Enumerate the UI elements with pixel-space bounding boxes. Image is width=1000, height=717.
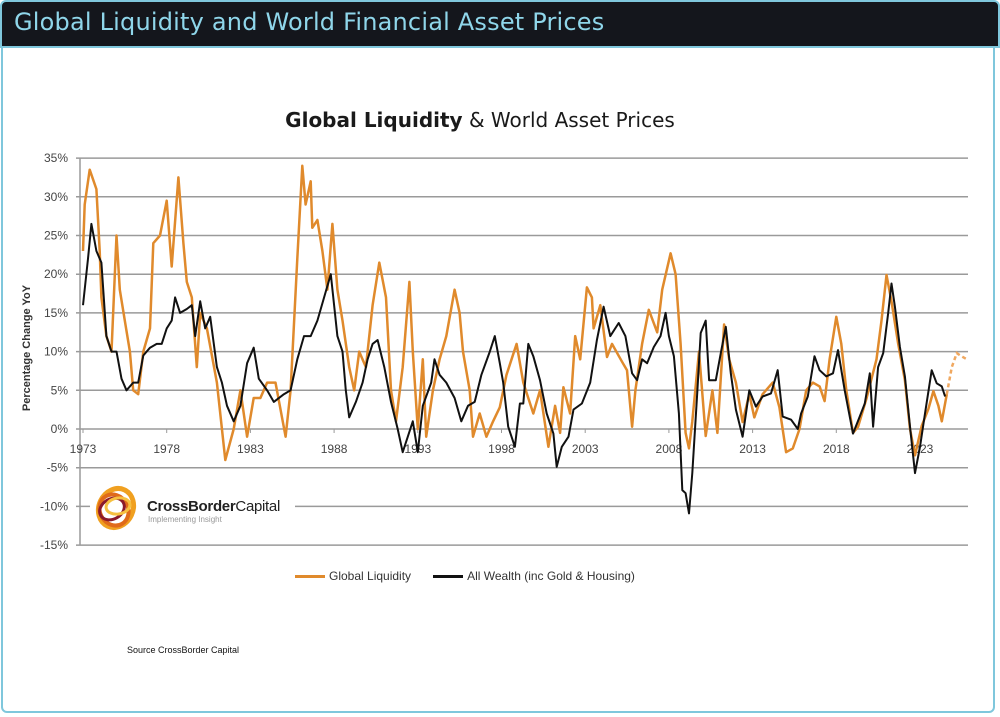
series-lines xyxy=(81,164,968,515)
y-tick-label: -5% xyxy=(47,461,69,475)
y-tick-label: 10% xyxy=(44,345,68,359)
y-tick-label: 35% xyxy=(44,151,68,165)
y-tick-label: 0% xyxy=(51,422,69,436)
crossborder-logo: CrossBorderCapital Implementing Insight xyxy=(90,482,295,534)
x-tick-label: 2003 xyxy=(572,442,599,456)
x-tick-label: 1983 xyxy=(237,442,264,456)
page-title: Global Liquidity and World Financial Ass… xyxy=(14,8,605,36)
x-tick-label: 1998 xyxy=(488,442,515,456)
global-liquidity-forecast-line xyxy=(945,351,968,395)
logo-name: CrossBorderCapital xyxy=(147,498,280,515)
legend-item-global-liquidity: Global Liquidity xyxy=(295,569,411,583)
y-tick-label: -10% xyxy=(40,499,68,513)
y-tick-label: 15% xyxy=(44,306,68,320)
x-tick-label: 2013 xyxy=(739,442,766,456)
y-axis-label: Percentage Change YoY xyxy=(21,284,33,412)
all-wealth-line xyxy=(82,222,947,515)
y-tick-label: 25% xyxy=(44,229,68,243)
y-tick-label: 20% xyxy=(44,267,68,281)
x-tick-label: 1973 xyxy=(70,442,97,456)
logo-tagline: Implementing Insight xyxy=(148,515,222,524)
global-liquidity-line xyxy=(81,164,949,462)
chart-title: Global Liquidity & World Asset Prices xyxy=(0,108,960,132)
gridlines xyxy=(76,157,968,546)
x-tick-label: 2008 xyxy=(656,442,683,456)
chart-title-rest: & World Asset Prices xyxy=(462,108,675,132)
x-tick-label: 2018 xyxy=(823,442,850,456)
x-tick-label: 1978 xyxy=(153,442,180,456)
y-tick-label: 5% xyxy=(51,383,69,397)
logo-swirl-icon xyxy=(95,486,137,530)
legend-swatch-black xyxy=(433,574,464,578)
source-note: Source CrossBorder Capital xyxy=(127,645,240,655)
y-tick-label: 30% xyxy=(44,190,68,204)
legend-label: All Wealth (inc Gold & Housing) xyxy=(467,569,635,583)
y-tick-label: -15% xyxy=(40,538,68,552)
legend-swatch-orange xyxy=(295,574,325,578)
chart-title-bold: Global Liquidity xyxy=(285,108,463,132)
x-tick-labels: 1973 1978 1983 1988 1993 1998 2003 2008 2013 2018… xyxy=(70,442,934,456)
x-tick-label: 1988 xyxy=(321,442,348,456)
header-bar: Global Liquidity and World Financial Ass… xyxy=(0,0,1000,48)
y-tick-labels: 35% 30% 25% 20% 15% 10% 5% 0% -5% -10% -15% xyxy=(40,151,68,552)
legend-item-all-wealth: All Wealth (inc Gold & Housing) xyxy=(433,569,635,583)
legend-label: Global Liquidity xyxy=(329,569,412,583)
legend: Global Liquidity All Wealth (inc Gold & … xyxy=(295,569,635,583)
